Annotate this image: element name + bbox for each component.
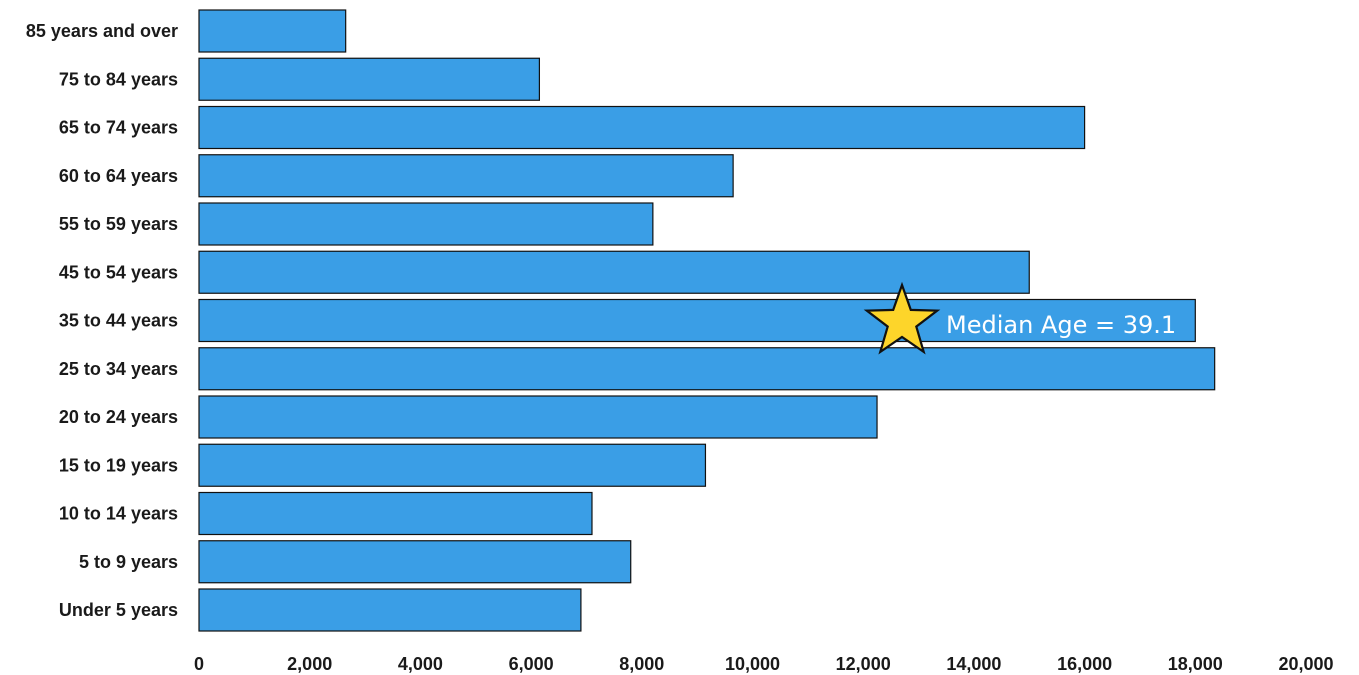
x-tick-label: 16,000 <box>1057 654 1112 674</box>
category-label: Under 5 years <box>59 600 178 620</box>
category-label: 75 to 84 years <box>59 69 178 89</box>
bar <box>198 202 654 246</box>
category-label: 85 years and over <box>26 21 178 41</box>
category-label: 10 to 14 years <box>59 504 178 524</box>
category-label: 5 to 9 years <box>79 552 178 572</box>
x-tick-label: 6,000 <box>509 654 554 674</box>
category-label: 25 to 34 years <box>59 359 178 379</box>
bar <box>198 105 1086 150</box>
bar <box>198 250 1030 294</box>
bar <box>198 540 632 584</box>
bar <box>198 298 1196 343</box>
category-label: 45 to 54 years <box>59 262 178 282</box>
category-label: 65 to 74 years <box>59 118 178 138</box>
x-tick-label: 4,000 <box>398 654 443 674</box>
category-label: 15 to 19 years <box>59 455 178 475</box>
bar <box>198 443 707 487</box>
bars-group <box>198 9 1216 632</box>
bar <box>198 347 1216 391</box>
x-tick-label: 18,000 <box>1168 654 1223 674</box>
x-tick-label: 8,000 <box>619 654 664 674</box>
category-label: 20 to 24 years <box>59 407 178 427</box>
bar <box>198 491 593 536</box>
bar <box>198 154 734 198</box>
median-age-label: Median Age = 39.1 <box>946 311 1176 339</box>
x-tick-label: 14,000 <box>946 654 1001 674</box>
bar <box>198 588 582 632</box>
star-icon <box>863 281 941 355</box>
x-tick-label: 12,000 <box>836 654 891 674</box>
category-label: 35 to 44 years <box>59 311 178 331</box>
x-tick-label: 0 <box>194 654 204 674</box>
bar <box>198 57 541 101</box>
x-tick-label: 2,000 <box>287 654 332 674</box>
category-labels: 85 years and over 75 to 84 years 65 to 74 … <box>26 21 178 620</box>
x-tick-label: 10,000 <box>725 654 780 674</box>
bar <box>198 395 878 439</box>
category-label: 55 to 59 years <box>59 214 178 234</box>
category-label: 60 to 64 years <box>59 166 178 186</box>
median-age-annotation: Median Age = 39.1 <box>863 281 1176 355</box>
bar <box>198 9 347 53</box>
x-axis-tick-labels: 0 2,000 4,000 6,000 8,000 10,000 12,000 14,000 1… <box>194 654 1334 674</box>
x-tick-label: 20,000 <box>1278 654 1333 674</box>
